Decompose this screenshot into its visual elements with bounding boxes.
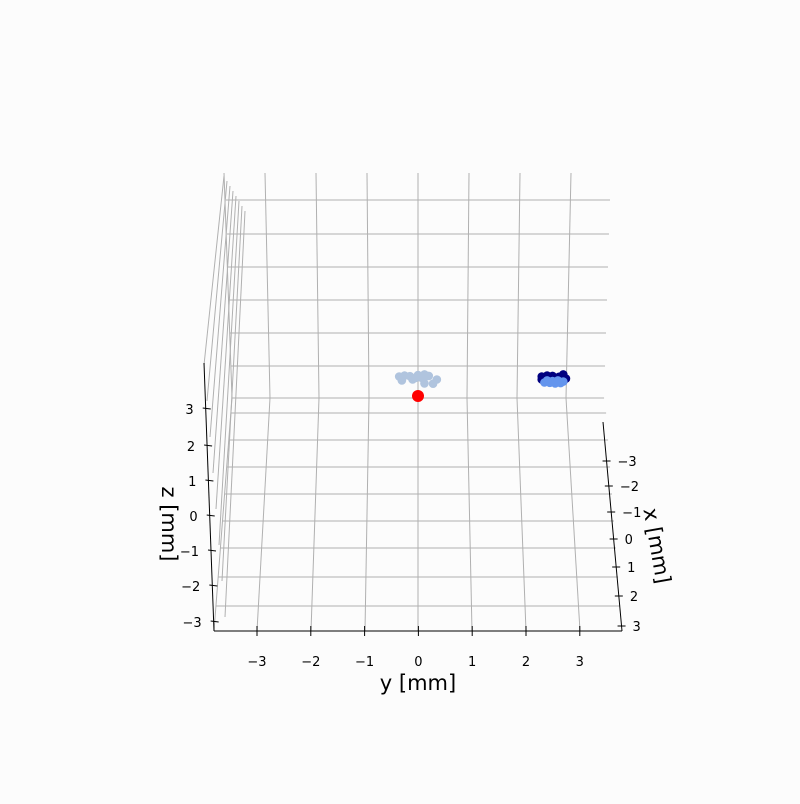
y-axis-label: y [mm] <box>380 671 456 695</box>
z-tick-label: 3 <box>185 403 193 418</box>
x-axis-line <box>602 421 623 632</box>
axes: −3 −2 −1 0 1 2 3 −3 −2 −1 0 1 2 3 −3 −2 −1 0 1 2 3 <box>180 362 641 670</box>
data-point <box>420 379 429 388</box>
z-tick-mark <box>202 407 211 410</box>
x-axis-label: x [mm] <box>638 506 675 585</box>
z-axis-label: z [mm] <box>157 487 181 562</box>
data-point <box>428 379 438 389</box>
z-tick-mark <box>210 620 219 623</box>
z-tick-mark <box>204 444 213 447</box>
grid-line-left-wall <box>215 195 237 510</box>
y-tick-label: 2 <box>522 655 530 670</box>
z-tick-mark <box>209 584 218 587</box>
grid-line-left-wall <box>221 205 243 582</box>
x-tick-label: 1 <box>627 561 635 576</box>
grid-line-left-wall <box>206 180 228 402</box>
data-point <box>558 377 568 386</box>
z-tick-label: −1 <box>180 545 199 560</box>
x-tick-label: 2 <box>630 590 638 605</box>
grid-line-back-vertical <box>516 172 521 399</box>
grid-line-floor-y <box>310 397 320 632</box>
y-tick-label: −1 <box>355 655 374 670</box>
z-tick-mark <box>206 514 215 517</box>
z-tick-label: −3 <box>182 616 201 631</box>
grid-line-floor-y <box>466 397 473 632</box>
grid-line-floor-y <box>516 397 527 632</box>
grid-line-back-vertical <box>366 172 370 399</box>
z-tick-label: 0 <box>189 510 197 525</box>
data-point <box>412 390 424 402</box>
grid-line-floor-y <box>364 397 370 632</box>
y-tick-label: 1 <box>468 655 476 670</box>
grid-lines <box>203 172 621 632</box>
grid-line-left-wall <box>203 175 225 366</box>
data-point <box>408 375 417 384</box>
z-axis-line <box>203 362 215 632</box>
z-tick-mark <box>207 549 217 552</box>
y-tick-label: −3 <box>247 655 266 670</box>
data-points <box>394 370 571 402</box>
x-tick-label: −3 <box>618 455 637 470</box>
z-tick-label: −2 <box>181 580 200 595</box>
y-tick-label: 3 <box>576 655 584 670</box>
grid-line-left-wall <box>209 185 231 438</box>
y-tick-label: 0 <box>414 655 422 670</box>
grid-line-back-vertical <box>264 172 271 399</box>
x-tick-label: −2 <box>620 480 639 495</box>
grid-line-left-wall <box>212 190 234 474</box>
z-tick-label: 1 <box>188 475 196 490</box>
grid-line-back-vertical <box>315 172 320 399</box>
grid-line-floor-y <box>256 397 271 632</box>
data-point <box>542 376 552 385</box>
x-tick-label: 0 <box>625 533 633 548</box>
grid-line-left-wall <box>224 210 246 618</box>
grid-line-floor-y <box>213 397 233 632</box>
grid-line-left-wall <box>218 200 240 546</box>
grid-line-back-vertical <box>565 172 572 399</box>
data-point <box>397 376 407 385</box>
grid-line-back-vertical <box>466 172 470 399</box>
grid-line-floor-y <box>565 397 581 632</box>
z-tick-label: 2 <box>187 440 195 455</box>
y-tick-label: −2 <box>301 655 320 670</box>
grid-line-back-vertical <box>223 172 233 399</box>
z-tick-mark <box>205 479 214 482</box>
x-tick-label: 3 <box>633 620 641 635</box>
x-tick-label: −1 <box>622 506 641 521</box>
